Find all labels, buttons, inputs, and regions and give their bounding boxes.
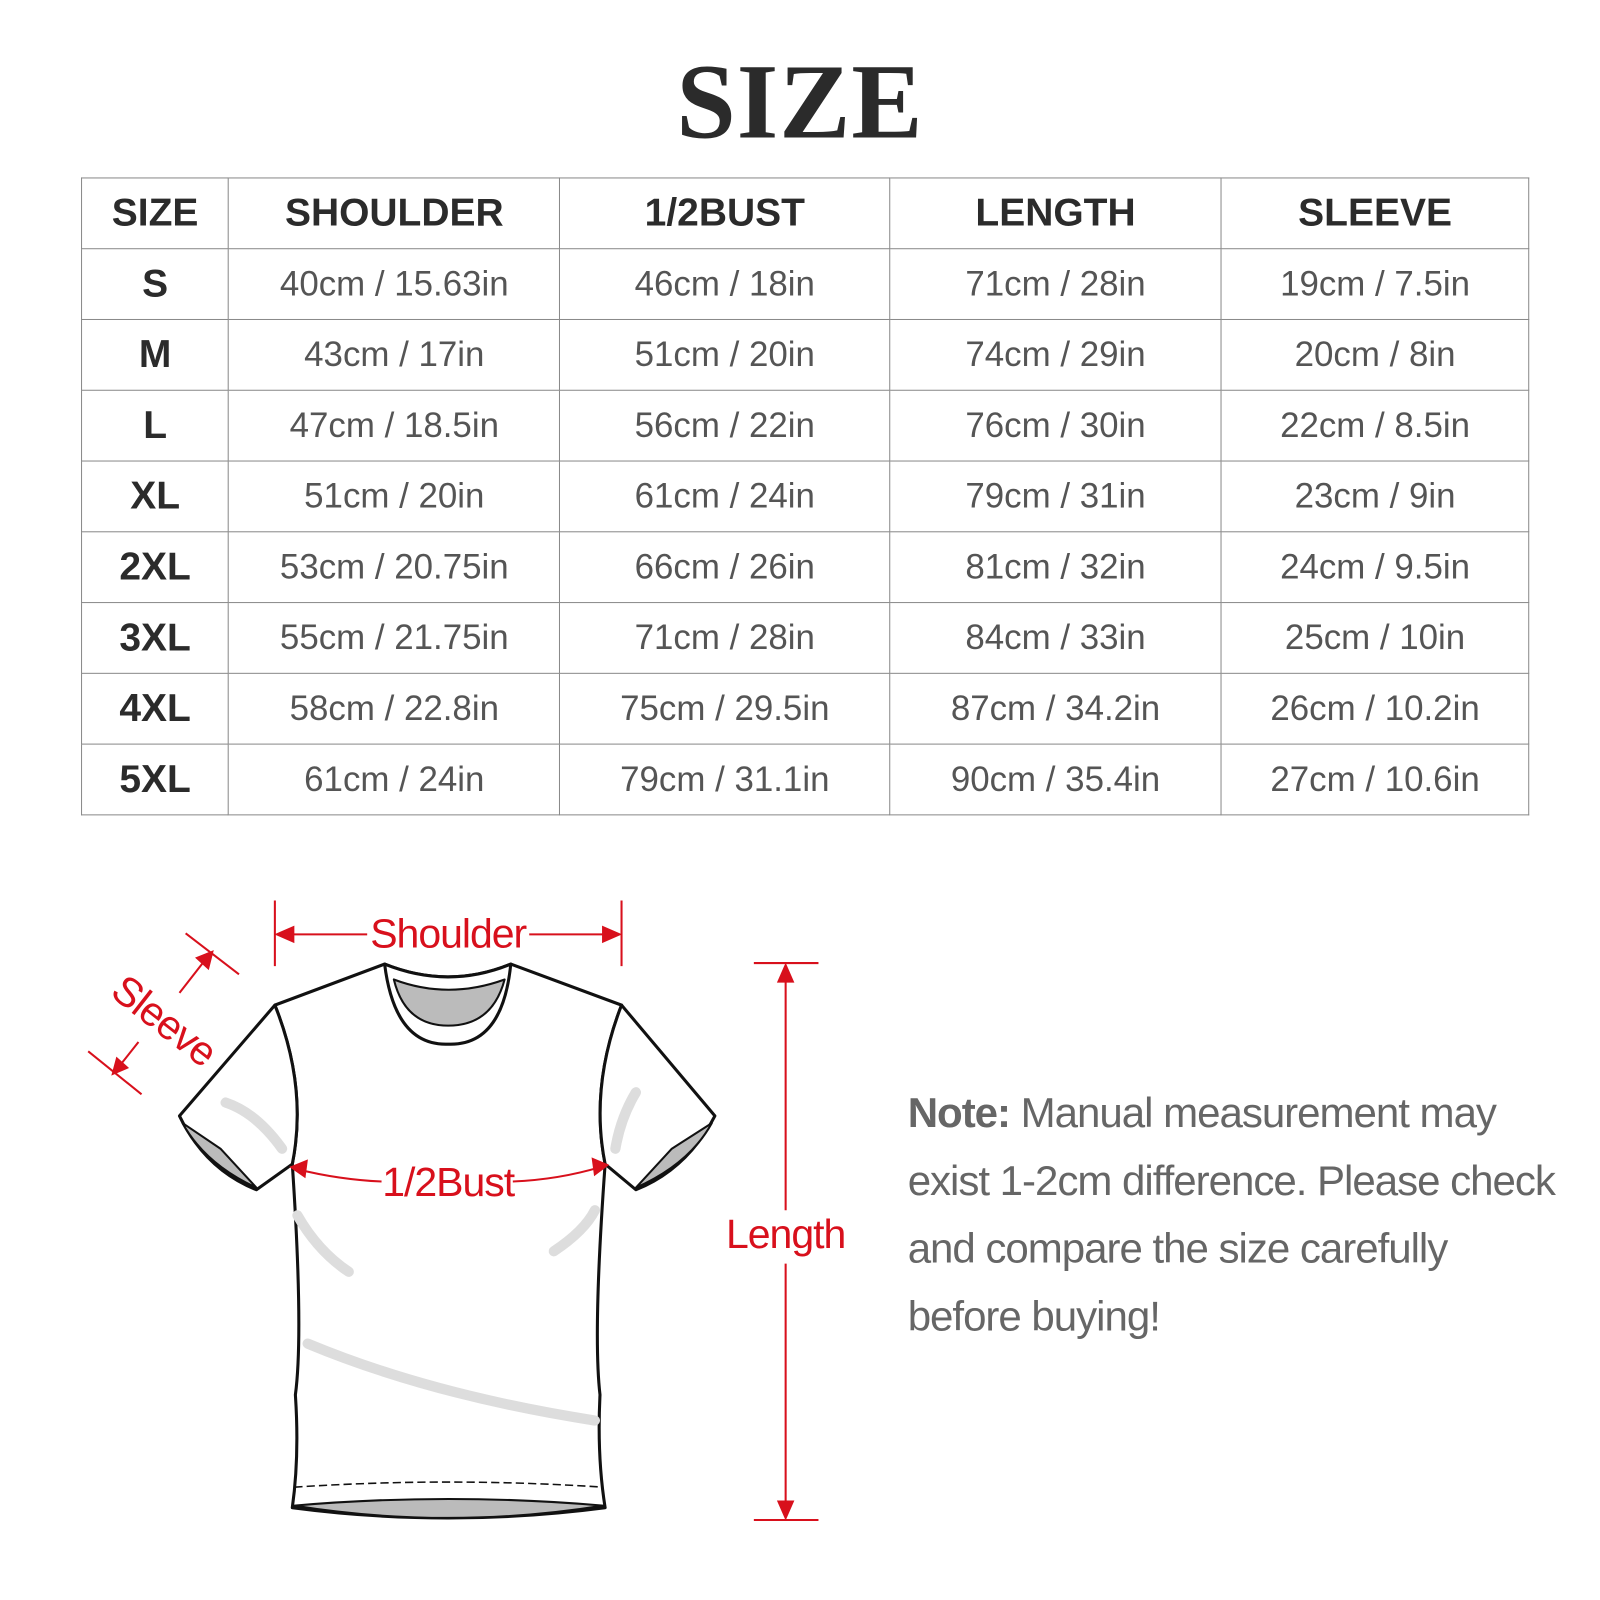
column-header: SLEEVE xyxy=(1220,177,1530,250)
table-row: 5XL 61cm / 24in 79cm / 31.1in 90cm / 35.4in… xyxy=(81,743,1530,816)
table-header-row: SIZE SHOULDER 1/2BUST LENGTH SLEEVE xyxy=(81,177,1530,250)
measurement-cell: 79cm / 31.1in xyxy=(559,743,891,816)
measurement-cell: 19cm / 7.5in xyxy=(1220,248,1530,320)
measurement-cell: 61cm / 24in xyxy=(559,460,891,533)
measurement-cell: 23cm / 9in xyxy=(1220,460,1530,533)
column-header: SIZE xyxy=(81,177,230,250)
measurement-cell: 75cm / 29.5in xyxy=(559,672,891,745)
measurement-cell: 87cm / 34.2in xyxy=(889,672,1222,745)
bust-label: 1/2Bust xyxy=(382,1159,516,1205)
measurement-cell: 84cm / 33in xyxy=(889,602,1222,674)
measurement-cell: 46cm / 18in xyxy=(559,248,891,320)
measurement-cell: 71cm / 28in xyxy=(559,602,891,674)
size-cell: S xyxy=(81,248,230,320)
measurement-cell: 79cm / 31in xyxy=(889,460,1222,533)
measurement-cell: 71cm / 28in xyxy=(889,248,1222,320)
table-row: 3XL 55cm / 21.75in 71cm / 28in 84cm / 33in 2… xyxy=(81,602,1530,674)
measurement-cell: 26cm / 10.2in xyxy=(1220,672,1530,745)
size-cell: 3XL xyxy=(81,602,230,674)
table-row: M 43cm / 17in 51cm / 20in 74cm / 29in 20cm /… xyxy=(81,318,1530,391)
measurement-cell: 90cm / 35.4in xyxy=(889,743,1222,816)
note-text: Note: Manual measurement may exist 1-2cm… xyxy=(908,1079,1564,1350)
size-cell: 5XL xyxy=(81,743,230,816)
table-row: 4XL 58cm / 22.8in 75cm / 29.5in 87cm / 34.2… xyxy=(81,672,1530,745)
note-label: Note: xyxy=(907,1089,1011,1137)
measurement-cell: 25cm / 10in xyxy=(1220,602,1530,674)
shoulder-label: Shoulder xyxy=(370,911,526,957)
measurement-cell: 55cm / 21.75in xyxy=(228,602,561,674)
measurement-cell: 66cm / 26in xyxy=(559,531,891,604)
measurement-cell: 53cm / 20.75in xyxy=(228,531,561,604)
tshirt-icon xyxy=(177,962,717,1520)
measurement-cell: 20cm / 8in xyxy=(1220,318,1530,391)
table-row: 2XL 53cm / 20.75in 66cm / 26in 81cm / 32in 2… xyxy=(81,531,1530,604)
page-title: SIZE xyxy=(676,43,924,162)
column-header: LENGTH xyxy=(889,177,1222,250)
measurement-cell: 51cm / 20in xyxy=(228,460,561,533)
table-row: XL 51cm / 20in 61cm / 24in 79cm / 31in 23cm … xyxy=(81,460,1530,533)
measurement-cell: 43cm / 17in xyxy=(228,318,561,391)
measurement-cell: 74cm / 29in xyxy=(889,318,1222,391)
measurement-cell: 56cm / 22in xyxy=(559,389,891,462)
table-row: L 47cm / 18.5in 56cm / 22in 76cm / 30in 22cm… xyxy=(81,389,1530,462)
size-cell: L xyxy=(81,389,230,462)
measurement-cell: 76cm / 30in xyxy=(889,389,1222,462)
measurement-cell: 22cm / 8.5in xyxy=(1220,389,1530,462)
size-table: SIZE SHOULDER 1/2BUST LENGTH SLEEVE S 40cm / … xyxy=(81,177,1530,816)
measurement-cell: 40cm / 15.63in xyxy=(228,248,561,320)
size-cell: XL xyxy=(81,460,230,533)
table-row: S 40cm / 15.63in 46cm / 18in 71cm / 28in 19c… xyxy=(81,248,1530,320)
sleeve-label: Sleeve xyxy=(103,966,225,1076)
measurement-cell: 58cm / 22.8in xyxy=(228,672,561,745)
measurement-cell: 61cm / 24in xyxy=(228,743,561,816)
size-cell: M xyxy=(81,318,230,391)
note-body: Manual measurement may exist 1-2cm diffe… xyxy=(907,1089,1556,1340)
measurement-arrows xyxy=(87,900,819,1522)
size-cell: 4XL xyxy=(81,672,230,745)
length-label: Length xyxy=(726,1211,845,1257)
measurement-cell: 51cm / 20in xyxy=(559,318,891,391)
measurement-cell: 24cm / 9.5in xyxy=(1220,531,1530,604)
column-header: 1/2BUST xyxy=(559,177,891,250)
measurement-cell: 81cm / 32in xyxy=(889,531,1222,604)
measurement-cell: 27cm / 10.6in xyxy=(1220,743,1530,816)
